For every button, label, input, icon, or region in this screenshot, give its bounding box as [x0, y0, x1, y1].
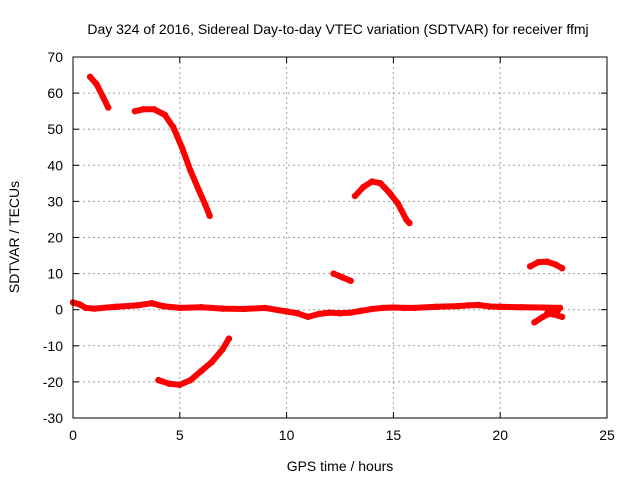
y-tick-label: -30 [43, 410, 63, 426]
y-tick-label: 60 [47, 85, 63, 101]
series-line [131, 106, 213, 219]
x-tick-label: 0 [69, 427, 77, 443]
x-axis-label: GPS time / hours [287, 458, 394, 474]
series-line [155, 335, 232, 388]
series-arc-2 [131, 106, 213, 220]
series-arc-4 [330, 270, 354, 285]
series-line [330, 270, 354, 284]
ticks: 0 5 10 15 20 25 -30 -20 -10 0 10 20 30 40 50 60 70 [43, 49, 615, 443]
series-arc-6 [526, 258, 566, 272]
series-line [544, 310, 566, 320]
x-tick-label: 20 [492, 427, 508, 443]
x-tick-label: 25 [599, 427, 615, 443]
series-arc-3 [155, 335, 233, 388]
y-tick-label: -10 [43, 338, 63, 354]
series-baseline [69, 299, 564, 321]
y-tick-label: 50 [47, 121, 63, 137]
y-tick-label: -20 [43, 374, 63, 390]
y-axis-label: SDTVAR / TECUs [6, 181, 22, 293]
series-line [70, 299, 563, 320]
chart-title: Day 324 of 2016, Sidereal Day-to-day VTE… [87, 21, 588, 37]
y-tick-label: 20 [47, 230, 63, 246]
y-tick-label: 70 [47, 49, 63, 65]
series-line [352, 178, 413, 227]
x-tick-label: 15 [386, 427, 402, 443]
y-tick-label: 40 [47, 157, 63, 173]
series-line [527, 258, 566, 272]
y-tick-label: 10 [47, 266, 63, 282]
series-arc-1 [86, 73, 112, 111]
series-arc-8 [543, 310, 566, 321]
data-series [69, 73, 566, 388]
y-tick-label: 30 [47, 193, 63, 209]
x-tick-label: 10 [279, 427, 295, 443]
x-tick-label: 5 [176, 427, 184, 443]
y-tick-label: 0 [55, 302, 63, 318]
series-line [87, 73, 112, 111]
series-arc-5 [351, 178, 413, 227]
